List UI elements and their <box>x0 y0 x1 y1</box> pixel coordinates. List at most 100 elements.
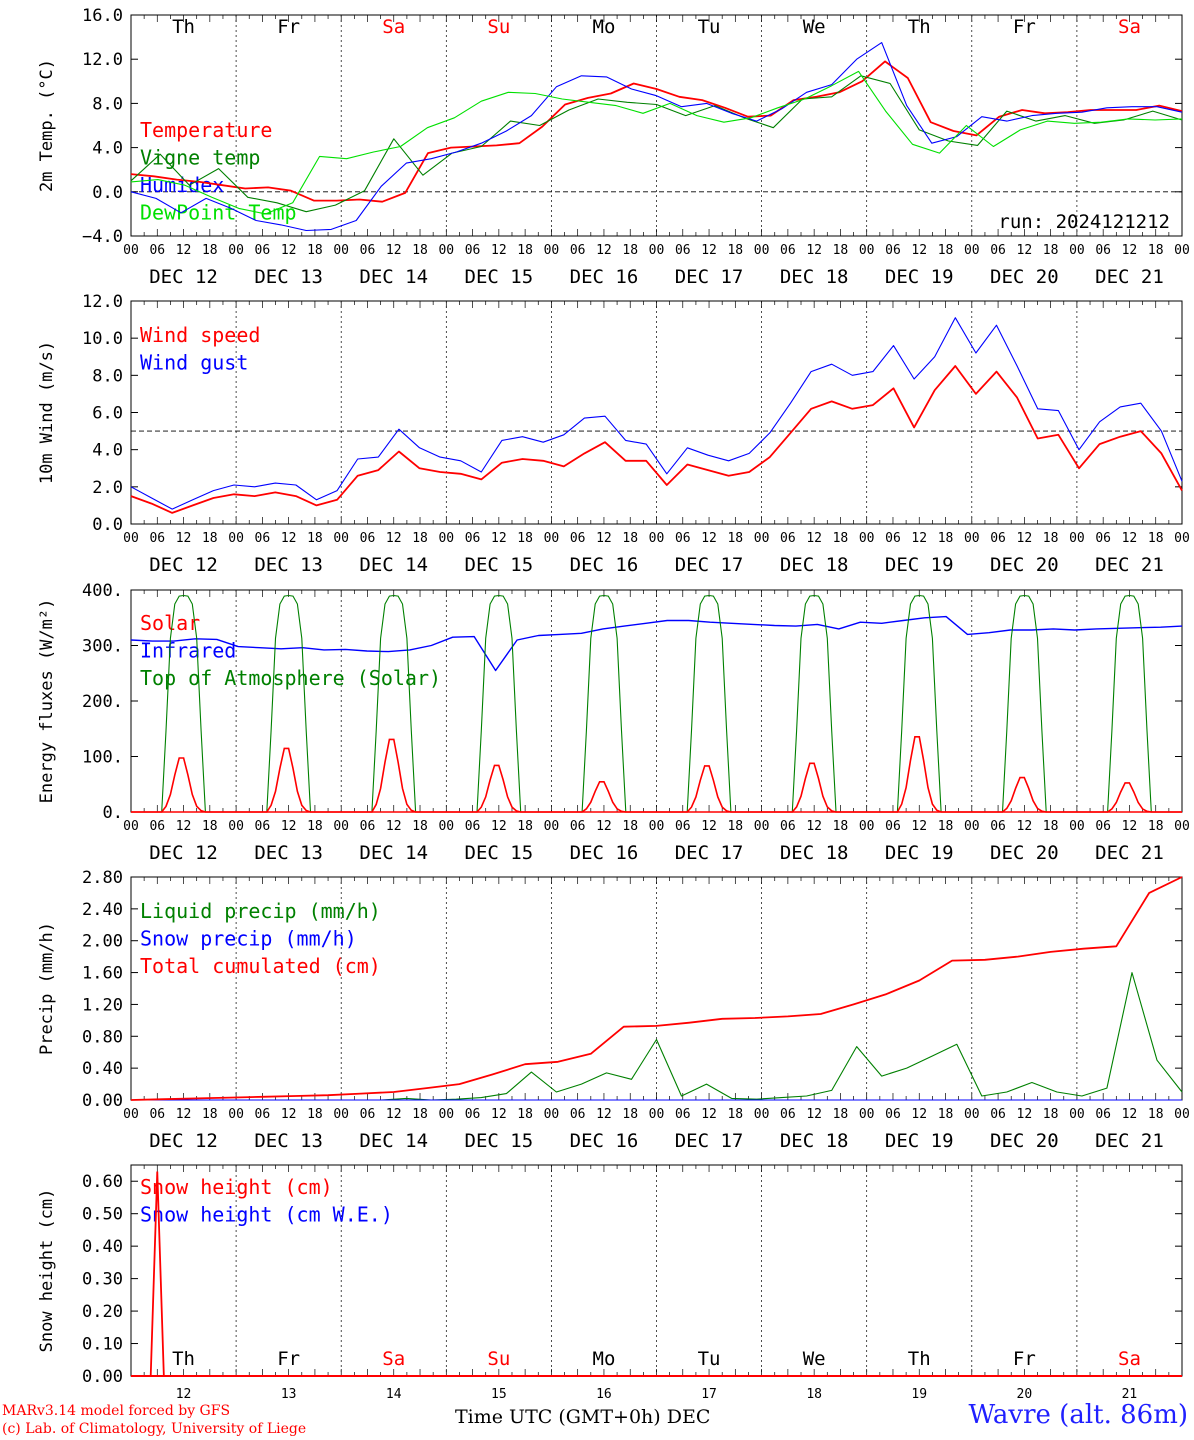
hour-tick-label: 12 <box>701 243 717 258</box>
hour-tick-label: 18 <box>1148 819 1164 834</box>
hour-tick-label: 18 <box>833 243 849 258</box>
hour-tick-label: 00 <box>754 819 770 834</box>
day-name-label: Th <box>172 16 195 38</box>
toa-solar-line <box>761 594 867 813</box>
hour-tick-label: 00 <box>754 243 770 258</box>
hour-tick-label: 18 <box>412 819 428 834</box>
y-tick-label: 8.0 <box>92 366 123 386</box>
solar-line <box>866 735 972 813</box>
hour-tick-label: 00 <box>544 819 560 834</box>
legend-entry: Snow height (cm W.E.) <box>140 1203 393 1227</box>
hour-tick-label: 06 <box>780 243 796 258</box>
hour-tick-label: 00 <box>964 531 980 546</box>
hour-tick-label: 00 <box>1069 1107 1085 1122</box>
hour-tick-label: 00 <box>649 1107 665 1122</box>
date-label: DEC 19 <box>885 1130 954 1152</box>
y-tick-label: 6.0 <box>92 404 123 424</box>
hour-tick-label: 18 <box>517 819 533 834</box>
date-label: DEC 21 <box>1095 554 1164 576</box>
hour-tick-label: 18 <box>517 1107 533 1122</box>
y-tick-label: 8.0 <box>92 94 123 114</box>
y-tick-label: 0.0 <box>92 515 123 535</box>
hour-tick-label: 00 <box>649 531 665 546</box>
hour-tick-label: 12 <box>1017 531 1033 546</box>
date-label: DEC 19 <box>885 266 954 288</box>
hour-tick-label: 00 <box>228 819 244 834</box>
solar-line <box>236 747 342 813</box>
day-name-label: Fr <box>277 1348 300 1370</box>
toa-solar-line <box>866 594 972 813</box>
hour-tick-label: 06 <box>255 819 271 834</box>
day-name-label: Th <box>172 1348 195 1370</box>
hour-tick-label: 00 <box>649 819 665 834</box>
y-axis-label: 2m Temp. (°C) <box>37 59 57 192</box>
day-number-label: 21 <box>1122 1387 1138 1400</box>
hour-tick-label: 00 <box>333 243 349 258</box>
y-tick-label: 0.10 <box>82 1335 123 1355</box>
hour-tick-label: 18 <box>202 531 218 546</box>
hour-tick-label: 18 <box>307 819 323 834</box>
hour-tick-label: 12 <box>1017 1107 1033 1122</box>
model-credit: MARv3.14 model forced by GFS <box>2 1403 231 1419</box>
hour-tick-label: 12 <box>281 243 297 258</box>
date-label: DEC 18 <box>780 1130 849 1152</box>
station-label: Wavre (alt. 86m) <box>968 1400 1188 1430</box>
hour-tick-label: 00 <box>438 1107 454 1122</box>
date-label: DEC 21 <box>1095 842 1164 864</box>
date-label: DEC 17 <box>675 1130 744 1152</box>
y-tick-label: 0.40 <box>82 1237 123 1257</box>
hour-tick-label: 06 <box>255 1107 271 1122</box>
date-label: DEC 17 <box>675 554 744 576</box>
date-label: DEC 16 <box>570 266 639 288</box>
snow-spike <box>149 1171 165 1377</box>
y-tick-label: 10.0 <box>82 329 123 349</box>
hour-tick-label: 06 <box>990 819 1006 834</box>
hour-tick-label: 00 <box>123 1107 139 1122</box>
day-number-label: 16 <box>596 1387 612 1400</box>
x-axis-title: Time UTC (GMT+0h) DEC <box>455 1406 711 1428</box>
hour-tick-label: 12 <box>1017 819 1033 834</box>
date-label: DEC 20 <box>990 1130 1059 1152</box>
y-tick-label: 2.00 <box>82 932 123 952</box>
hour-tick-label: 06 <box>1095 243 1111 258</box>
hour-tick-label: 12 <box>596 243 612 258</box>
day-name-label: Sa <box>382 16 405 38</box>
hour-tick-label: 18 <box>622 1107 638 1122</box>
hour-tick-label: 18 <box>938 1107 954 1122</box>
date-label: DEC 18 <box>780 842 849 864</box>
toa-solar-line <box>236 594 342 813</box>
hour-tick-label: 00 <box>859 531 875 546</box>
hour-tick-label: 18 <box>202 1107 218 1122</box>
date-label: DEC 15 <box>465 842 534 864</box>
hour-tick-label: 18 <box>412 243 428 258</box>
y-tick-label: 0.50 <box>82 1205 123 1225</box>
legend-entry: Infrared <box>140 639 236 663</box>
series-line <box>130 60 1183 203</box>
hour-tick-label: 12 <box>806 243 822 258</box>
y-tick-label: 0.00 <box>82 1367 123 1387</box>
hour-tick-label: 06 <box>255 531 271 546</box>
hour-tick-label: 06 <box>360 1107 376 1122</box>
hour-tick-label: 12 <box>596 819 612 834</box>
series-line <box>130 70 1183 215</box>
date-label: DEC 17 <box>675 266 744 288</box>
legend-entry: DewPoint Temp <box>140 201 297 225</box>
hour-tick-label: 18 <box>412 531 428 546</box>
y-tick-label: 0.80 <box>82 1027 123 1047</box>
hour-tick-label: 06 <box>360 819 376 834</box>
day-name-label: Su <box>487 1348 510 1370</box>
hour-tick-label: 12 <box>176 819 192 834</box>
hour-tick-label: 00 <box>1069 819 1085 834</box>
y-tick-label: 200. <box>82 692 123 712</box>
hour-tick-label: 06 <box>149 1107 165 1122</box>
hour-tick-label: 06 <box>1095 531 1111 546</box>
y-tick-label: 12.0 <box>82 292 123 312</box>
hour-tick-label: 12 <box>1122 243 1138 258</box>
date-label: DEC 13 <box>254 1130 323 1152</box>
hour-tick-label: 12 <box>281 819 297 834</box>
hour-tick-label: 12 <box>1122 1107 1138 1122</box>
y-tick-label: 2.80 <box>82 868 123 888</box>
date-label: DEC 14 <box>359 554 428 576</box>
date-label: DEC 20 <box>990 266 1059 288</box>
hour-tick-label: 00 <box>754 1107 770 1122</box>
